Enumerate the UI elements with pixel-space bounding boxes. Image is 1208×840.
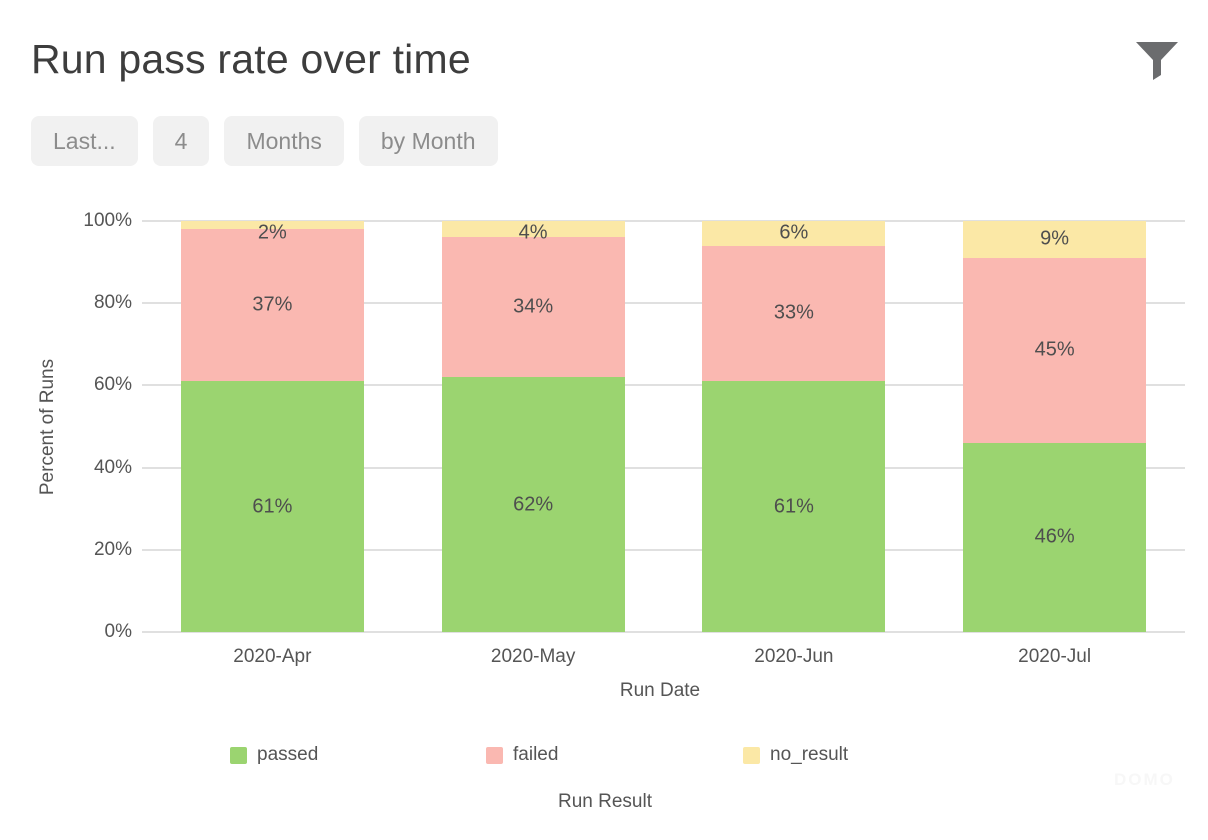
funnel-icon [1136, 42, 1178, 80]
y-axis-tick-label: 80% [93, 292, 132, 314]
x-axis-tick-label: 2020-Jun [754, 646, 834, 667]
filter-pill-range-type[interactable]: Last... [31, 116, 138, 166]
bar-value-label: 46% [1034, 525, 1075, 548]
filter-pill-range-unit[interactable]: Months [224, 116, 344, 166]
bar-segment-no_result-2020-Jun[interactable] [702, 221, 886, 246]
bar-value-label: 6% [779, 221, 809, 244]
legend-label: failed [513, 744, 559, 765]
bar-value-label: 62% [513, 493, 554, 516]
gridline [142, 302, 1185, 305]
y-axis-tick-label: 100% [83, 210, 132, 231]
bar-segment-failed-2020-Jun[interactable] [702, 245, 886, 382]
bar-segment-failed-2020-Apr[interactable] [180, 229, 364, 382]
y-axis-tick-label: 20% [93, 538, 132, 560]
filter-pill-row: Last... 4 Months by Month [31, 116, 498, 166]
page-title: Run pass rate over time [31, 36, 471, 82]
legend-swatch-no_result [743, 746, 760, 764]
legend-item-no_result[interactable]: no_result [743, 744, 848, 766]
bar-2020-Apr: 61% 37% 2% [180, 221, 364, 632]
watermark: DOMO [1114, 770, 1175, 789]
x-axis-title: Run Date [619, 680, 701, 701]
bar-value-label: 34% [513, 295, 554, 318]
legend-label: passed [257, 744, 319, 765]
bar-value-label: 61% [773, 495, 814, 518]
gridline [142, 220, 1185, 222]
bar-segment-passed-2020-Jun[interactable] [702, 381, 886, 632]
gridline [142, 384, 1185, 387]
bar-segment-passed-2020-Apr[interactable] [180, 381, 364, 632]
bar-segment-no_result-2020-Jul[interactable] [963, 221, 1147, 258]
bar-value-label: 37% [252, 293, 293, 316]
x-axis-tick-label: 2020-May [490, 646, 576, 667]
legend-swatch-passed [230, 746, 247, 764]
y-axis-tick-label: 60% [93, 374, 132, 396]
bar-segment-passed-2020-May[interactable] [441, 377, 625, 632]
bar-value-label: 9% [1040, 227, 1070, 250]
bar-segment-failed-2020-Jul[interactable] [963, 257, 1147, 443]
gridline [142, 631, 1185, 633]
filter-pill-range-count[interactable]: 4 [152, 116, 210, 166]
bar-segment-passed-2020-Jul[interactable] [963, 442, 1147, 632]
bar-value-label: 2% [257, 221, 287, 244]
bar-segment-no_result-2020-May[interactable] [441, 221, 625, 238]
y-axis-title: Percent of Runs [37, 358, 58, 496]
y-axis-tick-label: 40% [93, 456, 132, 478]
filter-pill-grain[interactable]: by Month [358, 116, 498, 166]
legend-item-passed[interactable]: passed [230, 744, 318, 766]
legend-item-failed[interactable]: failed [486, 744, 558, 766]
bar-value-label: 61% [252, 495, 293, 518]
gridline [142, 466, 1185, 469]
y-axis-tick-label: 0% [104, 621, 132, 642]
bar-segment-failed-2020-May[interactable] [441, 237, 625, 378]
bar-value-label: 33% [773, 301, 814, 324]
legend-title: Run Result [558, 791, 652, 812]
plot-area: 61% 37% 2% 2020-Apr 62% 34% 4% 2020-May 61% 33% 6%… [142, 220, 1185, 667]
legend-label: no_result [770, 744, 849, 765]
bar-2020-Jun: 61% 33% 6% [702, 221, 886, 632]
bar-segment-no_result-2020-Apr[interactable] [180, 221, 364, 230]
bar-value-label: 45% [1034, 338, 1075, 361]
filter-button[interactable] [1136, 42, 1178, 84]
gridline [142, 548, 1185, 551]
x-axis-tick-label: 2020-Jul [1018, 646, 1092, 667]
x-axis-tick-label: 2020-Apr [233, 646, 312, 667]
y-axis: 0% 20% 40% 60% 80% 100% [0, 210, 132, 642]
bar-2020-May: 62% 34% 4% [441, 221, 625, 632]
bar-value-label: 4% [518, 221, 548, 244]
bar-2020-Jul: 46% 45% 9% [963, 221, 1147, 632]
legend-swatch-failed [486, 746, 503, 764]
